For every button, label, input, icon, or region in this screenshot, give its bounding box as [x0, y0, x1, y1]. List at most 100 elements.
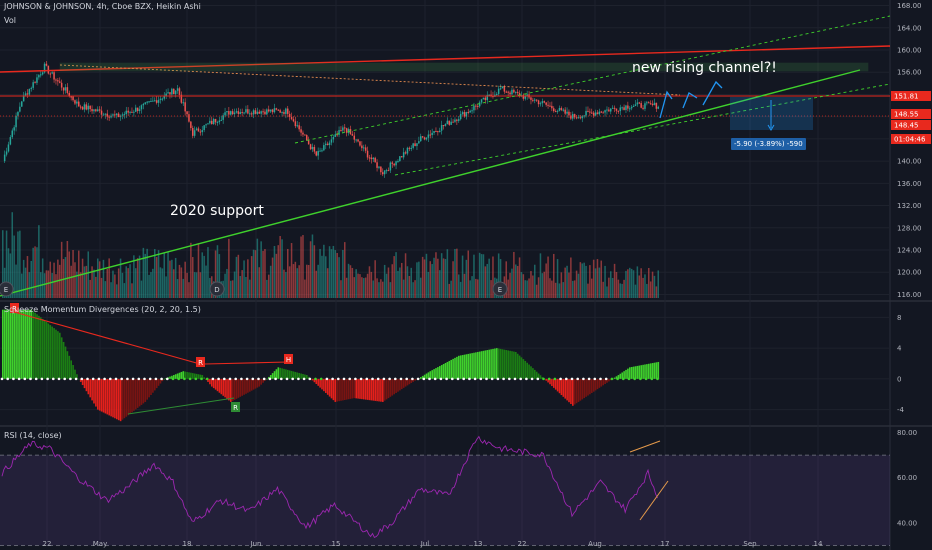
volume-bar — [592, 259, 595, 298]
volume-bar — [642, 277, 644, 298]
volume-bar — [482, 254, 485, 298]
volume-bar — [304, 279, 306, 298]
squeeze-dot — [644, 377, 648, 381]
candle-body — [655, 102, 658, 109]
candle-body — [583, 115, 585, 117]
candle-body — [258, 111, 261, 114]
candlestick-series — [3, 60, 660, 178]
squeeze-bar — [640, 365, 643, 379]
candle-body — [36, 77, 38, 83]
candle-body — [268, 109, 270, 112]
candle-body — [619, 107, 622, 112]
squeeze-dot — [0, 377, 4, 381]
candle-body — [351, 134, 354, 136]
squeeze-bar — [458, 355, 460, 379]
candle-body — [585, 110, 587, 116]
candle-body — [361, 145, 363, 149]
squeeze-bar — [535, 371, 538, 379]
volume-bar — [245, 276, 247, 298]
candle-body — [5, 151, 8, 155]
volume-bar — [518, 257, 521, 298]
volume-bar — [49, 261, 52, 298]
squeeze-bar — [359, 378, 361, 399]
volume-bar — [247, 259, 249, 298]
candle-body — [254, 110, 257, 114]
candle-body — [34, 82, 36, 84]
squeeze-bar — [414, 378, 416, 381]
candle-body — [440, 125, 443, 131]
squeeze-bar — [361, 378, 363, 400]
volume-bar — [268, 274, 270, 298]
volume-bar — [575, 270, 578, 298]
volume-bar — [372, 280, 375, 298]
candle-body — [653, 102, 656, 106]
candle-body — [135, 107, 137, 112]
volume-bar — [70, 265, 72, 298]
squeeze-bar — [97, 378, 99, 410]
squeeze-dot — [325, 377, 329, 381]
squeeze-bar — [410, 378, 413, 384]
candle-body — [359, 141, 361, 146]
squeeze-bar — [199, 374, 202, 379]
volume-bar — [617, 279, 620, 298]
candle-body — [188, 114, 190, 122]
volume-bar — [611, 278, 614, 298]
squeeze-bar — [401, 378, 403, 390]
squeeze-bar — [577, 378, 580, 402]
squeeze-dot — [12, 377, 15, 381]
squeeze-dot — [131, 377, 135, 381]
time-tick-label: Jul — [420, 540, 430, 548]
candle-body — [237, 111, 240, 115]
squeeze-bar — [79, 378, 82, 382]
squeeze-bar — [36, 314, 38, 379]
volume-bar — [380, 279, 382, 298]
squeeze-bar — [520, 357, 523, 379]
volume-bar — [636, 266, 639, 298]
volume-bar — [370, 271, 373, 298]
squeeze-bar — [446, 361, 449, 379]
squeeze-dot — [143, 377, 146, 381]
price-tick-label: 160.00 — [897, 47, 922, 55]
squeeze-bar — [351, 378, 354, 399]
squeeze-bar — [319, 378, 321, 388]
candle-body — [608, 109, 610, 112]
volume-bar — [410, 267, 413, 298]
volume-bar — [499, 259, 502, 298]
trend-lines — [0, 15, 891, 297]
squeeze-bar — [106, 378, 109, 415]
volume-bar — [313, 245, 316, 298]
squeeze-bar — [186, 371, 188, 379]
volume-bar — [68, 251, 71, 298]
squeeze-bar — [317, 378, 320, 386]
squeeze-bar — [114, 378, 116, 419]
volume-bar — [361, 277, 363, 298]
candle-body — [592, 112, 595, 116]
volume-bar — [66, 240, 69, 298]
candle-body — [138, 109, 141, 111]
volume-bar — [21, 273, 23, 298]
candle-body — [230, 111, 232, 115]
volume-bar — [180, 267, 183, 298]
volume-bar — [344, 242, 346, 298]
candle-body — [515, 91, 517, 93]
candle-body — [395, 161, 397, 166]
squeeze-bar — [307, 376, 310, 379]
volume-bar — [537, 277, 540, 298]
volume-bar — [351, 267, 354, 298]
rsi-pane-label: RSI (14, close) — [4, 431, 62, 440]
squeeze-bar — [406, 378, 409, 386]
candle-body — [207, 123, 209, 125]
squeeze-bar — [600, 378, 603, 387]
squeeze-dot — [171, 377, 175, 381]
candle-body — [338, 130, 340, 135]
squeeze-bar — [402, 378, 405, 388]
squeeze-bar — [404, 378, 407, 387]
volume-bar — [125, 266, 128, 298]
squeeze-bar — [311, 378, 314, 381]
squeeze-bar — [43, 320, 46, 379]
squeeze-bar — [112, 378, 114, 418]
squeeze-bar — [383, 378, 386, 401]
squeeze-pane-label: Squeeze Momentum Divergences (20, 2, 20,… — [4, 305, 201, 314]
volume-bar — [357, 273, 359, 298]
event-marker-label: D — [214, 286, 219, 294]
